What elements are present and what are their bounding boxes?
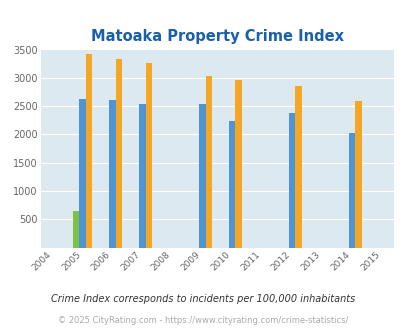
Bar: [139, 104, 145, 248]
Bar: [72, 211, 79, 248]
Bar: [198, 104, 205, 248]
Legend: Matoaka, West Virginia, National: Matoaka, West Virginia, National: [83, 328, 350, 330]
Bar: [85, 54, 92, 248]
Bar: [235, 80, 241, 248]
Bar: [354, 101, 361, 248]
Bar: [79, 99, 85, 248]
Bar: [288, 113, 294, 248]
Bar: [115, 58, 122, 247]
Bar: [228, 121, 235, 248]
Bar: [348, 133, 354, 248]
Bar: [205, 76, 211, 248]
Text: Crime Index corresponds to incidents per 100,000 inhabitants: Crime Index corresponds to incidents per…: [51, 294, 354, 304]
Bar: [109, 100, 115, 248]
Bar: [145, 63, 152, 247]
Bar: [294, 86, 301, 248]
Title: Matoaka Property Crime Index: Matoaka Property Crime Index: [90, 29, 343, 44]
Text: © 2025 CityRating.com - https://www.cityrating.com/crime-statistics/: © 2025 CityRating.com - https://www.city…: [58, 316, 347, 325]
